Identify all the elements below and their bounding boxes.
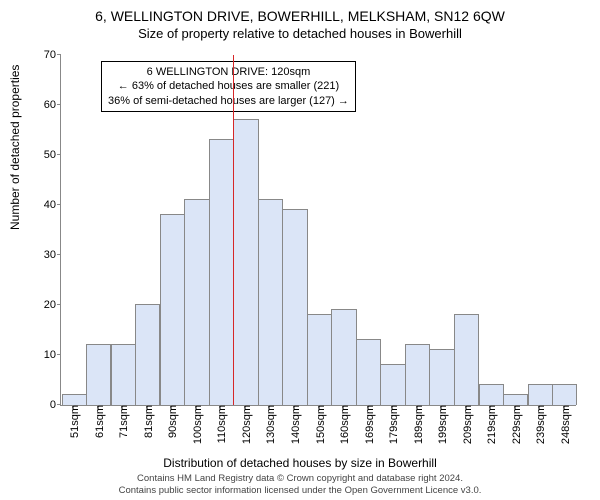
footer-line1: Contains HM Land Registry data © Crown c…	[0, 473, 600, 484]
y-tick-mark	[57, 304, 61, 305]
marker-line	[233, 55, 234, 405]
histogram-bar	[111, 344, 136, 405]
y-tick-label: 10	[44, 349, 61, 361]
x-tick-label: 71sqm	[114, 405, 130, 438]
histogram-bar	[479, 384, 504, 405]
y-tick-mark	[57, 154, 61, 155]
histogram-bar	[184, 199, 209, 405]
y-tick-label: 50	[44, 149, 61, 161]
plot-area: 6 WELLINGTON DRIVE: 120sqm ← 63% of deta…	[60, 55, 576, 406]
y-tick-label: 0	[50, 399, 61, 411]
x-tick-label: 189sqm	[409, 405, 425, 444]
histogram-bar	[552, 384, 577, 405]
y-tick-mark	[57, 104, 61, 105]
x-axis-label: Distribution of detached houses by size …	[0, 456, 600, 470]
x-tick-label: 219sqm	[482, 405, 498, 444]
histogram-bar	[160, 214, 185, 405]
x-tick-label: 90sqm	[163, 405, 179, 438]
callout-box: 6 WELLINGTON DRIVE: 120sqm ← 63% of deta…	[101, 61, 356, 112]
histogram-bar	[62, 394, 87, 405]
y-tick-mark	[57, 254, 61, 255]
chart-title: 6, WELLINGTON DRIVE, BOWERHILL, MELKSHAM…	[0, 0, 600, 24]
x-tick-label: 209sqm	[458, 405, 474, 444]
x-tick-label: 150sqm	[311, 405, 327, 444]
histogram-bar	[209, 139, 234, 405]
histogram-bar	[135, 304, 160, 405]
callout-line2: ← 63% of detached houses are smaller (22…	[108, 79, 349, 93]
x-tick-label: 169sqm	[360, 405, 376, 444]
y-tick-label: 20	[44, 299, 61, 311]
callout-line1: 6 WELLINGTON DRIVE: 120sqm	[108, 65, 349, 79]
x-tick-label: 140sqm	[286, 405, 302, 444]
x-tick-label: 100sqm	[188, 405, 204, 444]
y-tick-label: 30	[44, 249, 61, 261]
y-tick-label: 60	[44, 99, 61, 111]
y-axis-label: Number of detached properties	[8, 65, 22, 230]
x-tick-label: 239sqm	[531, 405, 547, 444]
histogram-bar	[282, 209, 307, 405]
x-tick-label: 179sqm	[384, 405, 400, 444]
histogram-bar	[356, 339, 381, 405]
footer-line3: Contains public sector information licen…	[0, 485, 600, 496]
histogram-bar	[380, 364, 405, 405]
histogram-bar	[429, 349, 454, 405]
x-tick-label: 229sqm	[507, 405, 523, 444]
x-tick-label: 199sqm	[433, 405, 449, 444]
histogram-bar	[86, 344, 111, 405]
footer: Contains HM Land Registry data © Crown c…	[0, 473, 600, 496]
y-tick-label: 70	[44, 49, 61, 61]
x-tick-label: 110sqm	[212, 405, 228, 443]
x-tick-label: 120sqm	[237, 405, 253, 444]
y-tick-mark	[57, 354, 61, 355]
y-tick-mark	[57, 404, 61, 405]
histogram-bar	[331, 309, 356, 405]
histogram-bar	[503, 394, 528, 405]
histogram-bar	[233, 119, 258, 405]
x-tick-label: 160sqm	[335, 405, 351, 444]
x-tick-label: 130sqm	[261, 405, 277, 444]
callout-line3: 36% of semi-detached houses are larger (…	[108, 94, 349, 108]
histogram-bar	[454, 314, 479, 405]
x-tick-label: 248sqm	[556, 405, 572, 444]
histogram-bar	[307, 314, 332, 405]
y-tick-label: 40	[44, 199, 61, 211]
chart-subtitle: Size of property relative to detached ho…	[0, 24, 600, 41]
x-tick-label: 51sqm	[65, 405, 81, 438]
histogram-bar	[528, 384, 553, 405]
x-tick-label: 61sqm	[90, 405, 106, 438]
x-tick-label: 81sqm	[139, 405, 155, 438]
histogram-bar	[405, 344, 430, 405]
histogram-bar	[258, 199, 283, 405]
y-tick-mark	[57, 54, 61, 55]
y-tick-mark	[57, 204, 61, 205]
